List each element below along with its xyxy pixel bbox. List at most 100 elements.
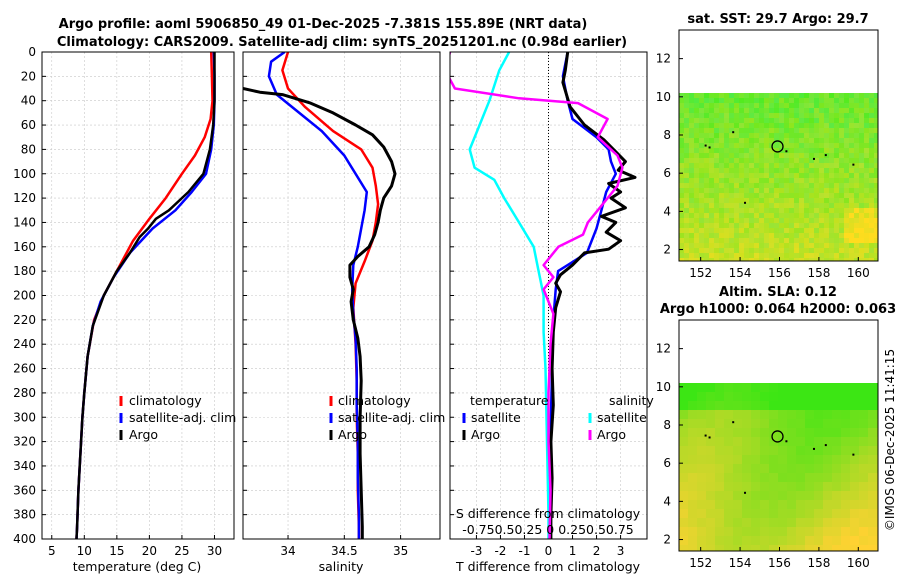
y-tick-label: 8 xyxy=(663,418,671,432)
salinity-panel: 34 34.5 35 xyxy=(242,51,441,558)
heatmap-cell xyxy=(832,383,842,393)
heatmap-cell xyxy=(774,173,780,179)
heatmap-cell xyxy=(824,218,830,224)
heatmap-cell xyxy=(689,138,695,144)
heatmap-cell xyxy=(787,545,797,552)
heatmap-cell xyxy=(694,213,700,219)
x-tick-label: 154 xyxy=(729,266,752,280)
heatmap-cell xyxy=(754,223,760,229)
heatmap-cell xyxy=(679,143,685,149)
heatmap-cell xyxy=(859,98,865,104)
heatmap-cell xyxy=(789,108,795,114)
heatmap-cell xyxy=(706,527,716,537)
heatmap-cell xyxy=(744,118,750,124)
heatmap-cell xyxy=(789,213,795,219)
heatmap-cell xyxy=(778,419,788,429)
heatmap-cell xyxy=(679,238,685,244)
heatmap-cell xyxy=(714,228,720,234)
series-group xyxy=(450,52,637,539)
heatmap-cell xyxy=(742,410,752,420)
heatmap-cell xyxy=(739,253,745,259)
temperature-panel: 5 10 15 20 25 3002040608010012014016018020022… xyxy=(13,45,235,558)
heatmap-cell xyxy=(809,233,815,239)
heatmap-cell xyxy=(679,509,689,519)
heatmap-cell xyxy=(699,258,705,262)
heatmap-cell xyxy=(744,218,750,224)
heatmap-cell xyxy=(694,183,700,189)
heatmap-cell xyxy=(744,173,750,179)
heatmap-cell xyxy=(760,545,770,552)
heatmap-cell xyxy=(805,392,815,402)
heatmap-cell xyxy=(839,153,845,159)
heatmap-cell xyxy=(841,410,851,420)
heatmap-cell xyxy=(724,464,734,474)
heatmap-cell xyxy=(679,113,685,119)
heatmap-cell xyxy=(859,392,869,402)
heatmap-cell xyxy=(684,108,690,114)
heatmap-cell xyxy=(814,188,820,194)
heatmap-cell xyxy=(796,464,806,474)
heatmap-cell xyxy=(839,158,845,164)
heatmap-cell xyxy=(729,178,735,184)
heatmap-cell xyxy=(714,133,720,139)
heatmap-cell xyxy=(769,473,779,483)
heatmap-cell xyxy=(724,437,734,447)
heatmap-cell xyxy=(684,158,690,164)
heatmap-cell xyxy=(834,113,840,119)
heatmap-cell xyxy=(859,118,865,124)
heatmap-cell xyxy=(739,108,745,114)
heatmap-cell xyxy=(794,178,800,184)
heatmap-cell xyxy=(809,118,815,124)
heatmap-cell xyxy=(679,383,689,393)
series-line-satellite-adj-clim xyxy=(75,52,216,539)
heatmap-cell xyxy=(729,158,735,164)
heatmap-cell xyxy=(704,113,710,119)
heatmap-cell xyxy=(784,133,790,139)
heatmap-cell xyxy=(804,233,810,239)
heatmap-cell xyxy=(874,118,879,124)
heatmap-cell xyxy=(715,536,725,546)
heatmap-cell xyxy=(734,133,740,139)
heatmap-cell xyxy=(829,258,835,262)
heatmap-cell xyxy=(778,518,788,528)
heatmap-cell xyxy=(864,223,870,229)
heatmap-cell xyxy=(839,148,845,154)
heatmap-cell xyxy=(804,123,810,129)
heatmap-cell xyxy=(869,198,875,204)
heatmap-cell xyxy=(774,238,780,244)
heatmap-cell xyxy=(724,383,734,393)
island-marker xyxy=(744,491,747,494)
heatmap-cell xyxy=(809,208,815,214)
heatmap-cell xyxy=(699,158,705,164)
heatmap-cell xyxy=(764,218,770,224)
heatmap-cell xyxy=(709,153,715,159)
heatmap-cell xyxy=(778,464,788,474)
island-marker xyxy=(732,131,735,134)
heatmap-cell xyxy=(799,143,805,149)
heatmap-cell xyxy=(684,203,690,209)
heatmap-cell xyxy=(844,248,850,254)
heatmap-cell xyxy=(784,128,790,134)
heatmap-cell xyxy=(804,198,810,204)
heatmap-cell xyxy=(760,410,770,420)
heatmap-cell xyxy=(814,108,820,114)
heatmap-cell xyxy=(799,178,805,184)
heatmap-cell xyxy=(799,243,805,249)
heatmap-cell xyxy=(715,500,725,510)
heatmap-cell xyxy=(805,464,815,474)
heatmap-cell xyxy=(868,545,878,552)
heatmap-cell xyxy=(854,108,860,114)
heatmap-cell xyxy=(814,248,820,254)
heatmap-cell xyxy=(819,173,825,179)
heatmap-cell xyxy=(733,509,743,519)
heatmap-cell xyxy=(779,208,785,214)
heatmap-cell xyxy=(844,218,850,224)
heatmap-cell xyxy=(804,158,810,164)
heatmap-cell xyxy=(759,208,765,214)
heatmap-cell xyxy=(814,198,820,204)
heatmap-cell xyxy=(759,228,765,234)
heatmap-cell xyxy=(850,392,860,402)
heatmap-cell xyxy=(814,243,820,249)
heatmap-cell xyxy=(841,536,851,546)
